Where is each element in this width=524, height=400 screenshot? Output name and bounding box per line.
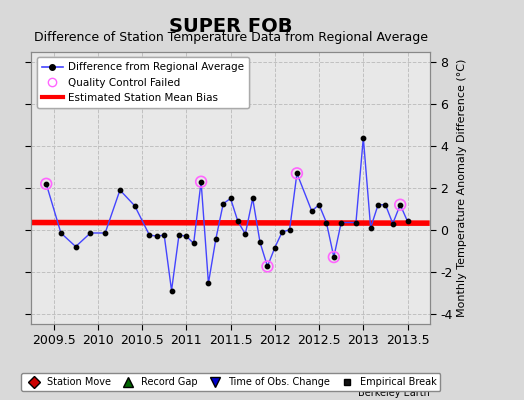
- Point: [359, 134, 367, 141]
- Point: [293, 170, 301, 176]
- Point: [101, 230, 110, 236]
- Point: [315, 202, 323, 208]
- Point: [278, 229, 286, 235]
- Point: [234, 218, 242, 225]
- Point: [42, 181, 50, 187]
- Point: [145, 232, 154, 238]
- Point: [322, 219, 331, 226]
- Point: [352, 219, 360, 226]
- Point: [197, 178, 205, 185]
- Legend: Difference from Regional Average, Quality Control Failed, Estimated Station Mean: Difference from Regional Average, Qualit…: [37, 57, 249, 108]
- Point: [248, 195, 257, 202]
- Point: [197, 178, 205, 185]
- Point: [130, 202, 139, 209]
- Point: [116, 187, 124, 193]
- Point: [86, 230, 95, 236]
- Y-axis label: Monthly Temperature Anomaly Difference (°C): Monthly Temperature Anomaly Difference (…: [456, 59, 467, 317]
- Point: [330, 254, 338, 260]
- Point: [330, 254, 338, 260]
- Point: [396, 202, 405, 208]
- Point: [182, 233, 191, 239]
- Point: [381, 202, 390, 208]
- Point: [219, 200, 227, 207]
- Text: Berkeley Earth: Berkeley Earth: [358, 388, 430, 398]
- Legend: Station Move, Record Gap, Time of Obs. Change, Empirical Break: Station Move, Record Gap, Time of Obs. C…: [20, 373, 441, 391]
- Point: [293, 170, 301, 176]
- Point: [71, 243, 80, 250]
- Text: Difference of Station Temperature Data from Regional Average: Difference of Station Temperature Data f…: [34, 32, 428, 44]
- Point: [42, 181, 50, 187]
- Point: [152, 233, 161, 239]
- Point: [226, 195, 235, 202]
- Point: [190, 240, 198, 247]
- Point: [160, 232, 168, 238]
- Point: [286, 227, 294, 233]
- Point: [57, 230, 65, 236]
- Point: [256, 239, 264, 246]
- Point: [175, 232, 183, 238]
- Point: [241, 231, 249, 237]
- Point: [337, 219, 345, 226]
- Point: [308, 208, 316, 214]
- Point: [212, 236, 220, 242]
- Point: [263, 263, 271, 270]
- Point: [270, 244, 279, 251]
- Point: [366, 224, 375, 231]
- Point: [403, 218, 412, 225]
- Text: SUPER FOB: SUPER FOB: [169, 16, 292, 36]
- Point: [374, 202, 383, 208]
- Point: [396, 202, 405, 208]
- Point: [204, 280, 213, 286]
- Point: [263, 263, 271, 270]
- Point: [167, 287, 176, 294]
- Point: [389, 220, 397, 227]
